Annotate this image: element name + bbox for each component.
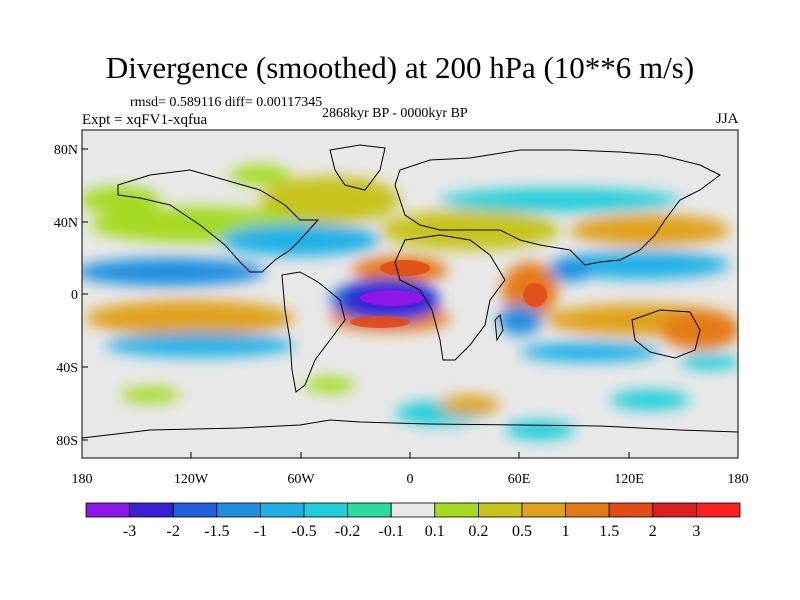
y-tick-label: 40N bbox=[54, 216, 78, 231]
colorbar-label: -0.5 bbox=[291, 523, 316, 540]
coastlines bbox=[82, 144, 738, 439]
experiment-text: Expt = xqFV1-xqfua bbox=[82, 112, 208, 128]
x-tick-label: 180 bbox=[72, 472, 93, 487]
season-text: JJA bbox=[716, 111, 739, 127]
y-tick-label: 0 bbox=[71, 288, 78, 303]
y-tick-label: 80N bbox=[54, 143, 78, 158]
colorbar-label: -1.5 bbox=[204, 523, 229, 540]
stats-text: rmsd= 0.589116 diff= 0.00117345 bbox=[130, 95, 323, 110]
colorbar-swatch bbox=[434, 502, 479, 518]
coast-eurasia bbox=[394, 149, 721, 266]
field-blob bbox=[498, 305, 542, 335]
colorbar-swatch bbox=[652, 502, 697, 518]
colorbar-swatch bbox=[303, 502, 348, 518]
field-blob bbox=[230, 165, 290, 185]
colorbar-label: 1.5 bbox=[599, 523, 619, 540]
colorbar-swatch bbox=[696, 502, 741, 518]
colorbar-label: -2 bbox=[167, 523, 180, 540]
field-blob bbox=[260, 176, 400, 224]
field-blob bbox=[120, 387, 180, 403]
coast-greenland bbox=[329, 144, 386, 191]
colorbar-swatch bbox=[129, 502, 174, 518]
colorbar-swatch bbox=[172, 502, 218, 518]
x-tick-label: 60W bbox=[287, 472, 315, 487]
colorbar-swatch bbox=[216, 502, 261, 518]
colorbar-label: 2 bbox=[649, 523, 657, 540]
x-tick-label: 0 bbox=[407, 472, 414, 487]
period-text: 2868kyr BP - 0000kyr BP bbox=[322, 106, 468, 121]
x-tick-label: 60E bbox=[508, 472, 531, 487]
field-core bbox=[523, 283, 547, 307]
field-blob bbox=[660, 310, 738, 350]
field-core bbox=[360, 290, 424, 306]
field-blob bbox=[440, 395, 500, 415]
coast-north-america bbox=[117, 169, 320, 273]
colorbar-label: 0.5 bbox=[512, 523, 532, 540]
field-blob bbox=[550, 251, 730, 279]
coast-madagascar bbox=[494, 313, 504, 342]
field-blob bbox=[520, 342, 660, 362]
colorbar-swatch bbox=[347, 502, 392, 518]
y-tick-label: 40S bbox=[56, 361, 78, 376]
axis-ticks bbox=[81, 148, 739, 458]
colorbar-swatch bbox=[259, 502, 305, 518]
chart-title: Divergence (smoothed) at 200 hPa (10**6 … bbox=[105, 50, 695, 85]
colorbar-label: -0.1 bbox=[379, 523, 404, 540]
field-blob bbox=[82, 186, 160, 214]
colorbar-label: -3 bbox=[123, 523, 136, 540]
field-blob bbox=[85, 300, 295, 336]
colorbar-label: 3 bbox=[692, 523, 700, 540]
field-core bbox=[380, 260, 430, 276]
colorbar-label: 0.2 bbox=[468, 523, 488, 540]
field-blob bbox=[550, 258, 590, 282]
colorbar-label: 0.1 bbox=[425, 523, 445, 540]
colorbar-swatch bbox=[521, 502, 566, 518]
field-blob bbox=[570, 214, 730, 246]
field-blob bbox=[440, 188, 680, 212]
field-layer bbox=[82, 165, 738, 440]
colorbar-swatch bbox=[477, 502, 523, 518]
colorbar: -3 -2 -1.5 -1 -0.5 -0.2 -0.1 0.1 0.2 0.5 1 1.5 2 3 bbox=[85, 502, 741, 540]
coast-south-america bbox=[281, 271, 346, 393]
colorbar-swatch bbox=[565, 502, 610, 518]
colorbar-swatch bbox=[390, 502, 436, 518]
field-blob bbox=[680, 354, 738, 370]
field-blob bbox=[610, 390, 690, 410]
colorbar-swatch bbox=[85, 502, 130, 518]
colorbar-label: 1 bbox=[562, 523, 570, 540]
field-shapes bbox=[82, 165, 738, 440]
field-core bbox=[350, 316, 410, 328]
colorbar-label: -0.2 bbox=[335, 523, 360, 540]
x-tick-label: 120E bbox=[614, 472, 644, 487]
colorbar-label: -1 bbox=[254, 523, 267, 540]
field-blob bbox=[105, 333, 295, 357]
field-blob bbox=[305, 377, 355, 393]
x-tick-label: 180 bbox=[728, 472, 749, 487]
y-tick-label: 80S bbox=[56, 434, 78, 449]
field-blob bbox=[505, 420, 575, 440]
colorbar-swatch bbox=[608, 502, 654, 518]
coast-antarctica bbox=[82, 419, 738, 439]
coast-australia bbox=[631, 309, 701, 359]
field-blob bbox=[82, 258, 265, 286]
x-tick-label: 120W bbox=[174, 472, 209, 487]
coast-africa bbox=[394, 234, 506, 361]
